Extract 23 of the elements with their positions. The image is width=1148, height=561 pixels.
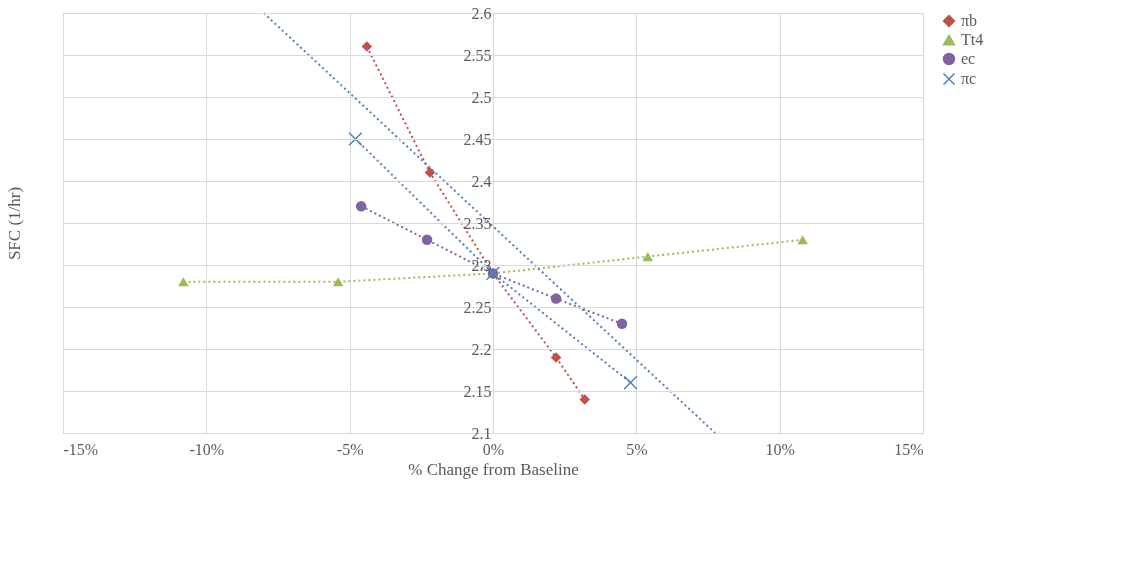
y-tick-label: 2.15 xyxy=(463,382,492,400)
x-tick-label: -5% xyxy=(336,440,364,458)
legend-label: πb xyxy=(961,12,978,29)
x-tick-label: 5% xyxy=(626,440,648,458)
x-tick-label: -15% xyxy=(63,440,99,458)
y-axis-title: SFC (1/hr) xyxy=(4,186,24,261)
x-tick-label: 15% xyxy=(894,440,924,458)
y-tick-label: 2.1 xyxy=(471,424,492,442)
x-tick-label: 0% xyxy=(482,440,505,458)
x-tick-label: -10% xyxy=(189,440,225,458)
y-tick-label: 2.55 xyxy=(463,46,492,64)
y-tick-label: 2.35 xyxy=(463,214,492,232)
y-tick-label: 2.4 xyxy=(471,172,492,190)
y-tick-label: 2.2 xyxy=(471,340,492,358)
x-axis-title: % Change from Baseline xyxy=(408,459,579,479)
x-tick-label: 10% xyxy=(765,440,795,458)
legend-label: πc xyxy=(961,70,977,87)
y-tick-label: 2.5 xyxy=(471,88,492,106)
y-tick-label: 2.25 xyxy=(463,298,492,316)
legend-label: ec xyxy=(961,50,976,67)
y-tick-label: 2.6 xyxy=(471,4,492,22)
legend-label: Tt4 xyxy=(961,31,984,48)
y-tick-label: 2.45 xyxy=(463,130,492,148)
